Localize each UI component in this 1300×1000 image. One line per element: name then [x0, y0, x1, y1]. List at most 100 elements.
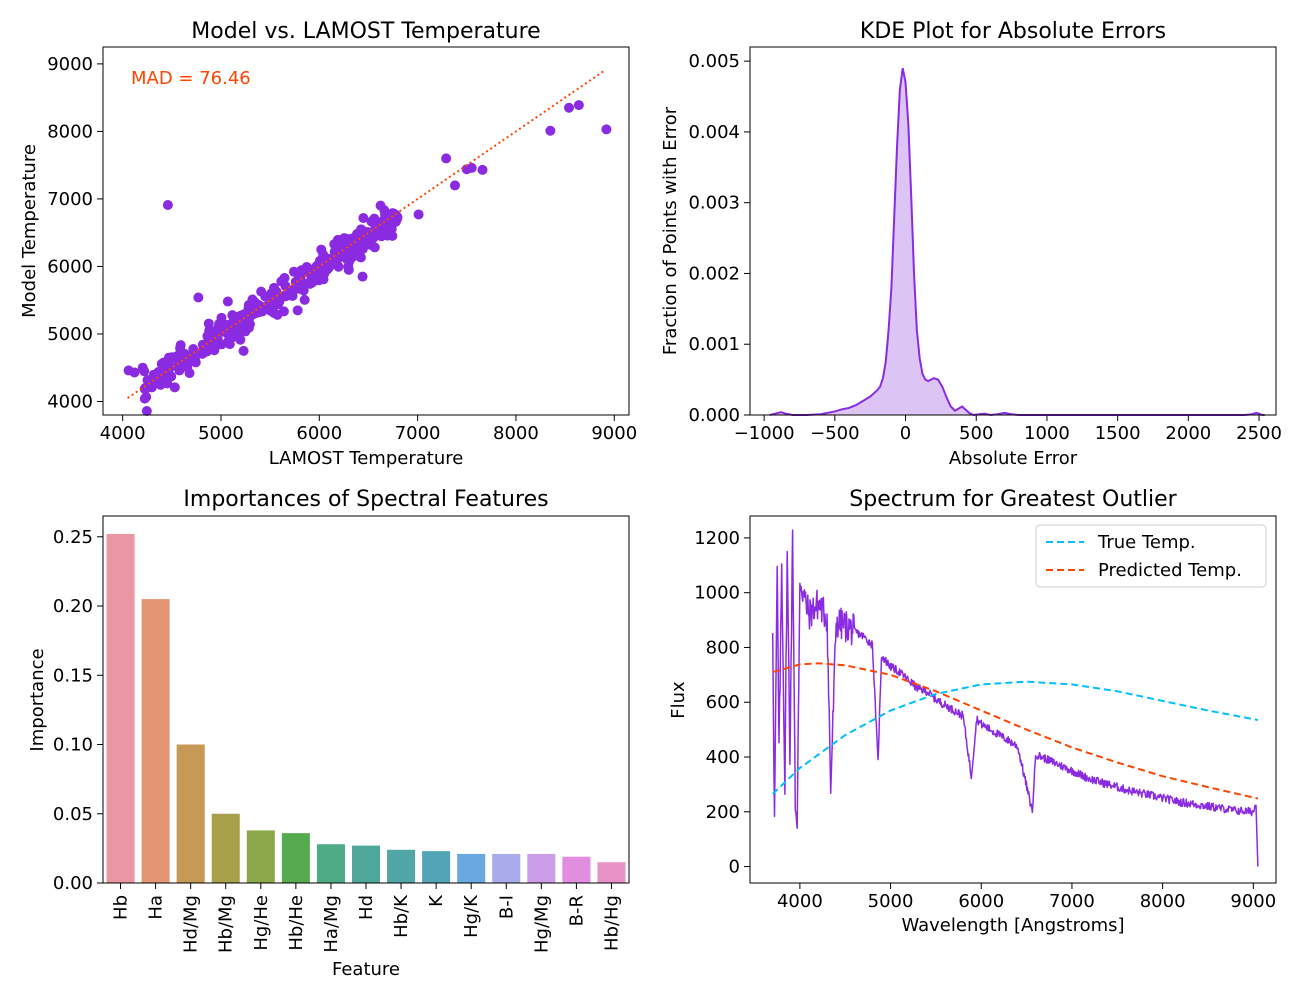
importance-y-tick-label: 0.15: [53, 665, 93, 686]
scatter-point: [306, 273, 317, 284]
true-temp-curve: [772, 680, 1259, 795]
scatter-point: [375, 200, 386, 211]
scatter-point: [291, 267, 302, 278]
importance-bar: [246, 830, 275, 883]
spectrum-y-tick-label: 200: [706, 802, 740, 823]
kde-x-tick-label: −500: [810, 423, 859, 444]
scatter-point: [299, 294, 310, 305]
kde-xlabel: Absolute Error: [949, 448, 1078, 469]
kde-area-fill: [769, 68, 1265, 415]
legend-label: Predicted Temp.: [1098, 560, 1242, 581]
kde-x-tick-label: 1000: [1024, 423, 1070, 444]
kde-y-tick-label: 0.001: [688, 334, 740, 355]
scatter-point: [278, 306, 289, 317]
scatter-point: [184, 368, 195, 379]
scatter-point: [190, 357, 201, 368]
observed-spectrum-line: [771, 529, 1259, 867]
scatter-x-tick-label: 5000: [198, 423, 244, 444]
importance-x-tick-label: Ha/Mg: [321, 895, 342, 953]
importance-x-tick-label: Hg/K: [461, 894, 482, 938]
scatter-point: [349, 237, 360, 248]
importance-y-tick-label: 0.05: [53, 804, 93, 825]
scatter-ylabel: Model Temperature: [19, 144, 40, 318]
kde-y-tick-label: 0.004: [688, 122, 740, 143]
scatter-point: [357, 271, 368, 282]
spectrum-x-tick-label: 6000: [958, 891, 1004, 912]
scatter-point: [372, 228, 383, 239]
kde-x-tick-label: 2000: [1165, 423, 1211, 444]
spectrum-plot-area: 4000 5000 6000 7000 8000 9000 0 200 400 600 800 100…: [694, 528, 1276, 912]
scatter-point: [564, 102, 575, 113]
importance-bar: [597, 862, 626, 883]
spectrum-y-tick-label: 600: [706, 692, 740, 713]
spectrum-xlabel: Wavelength [Angstroms]: [901, 915, 1124, 936]
importance-panel: Importances of Spectral Features Feature…: [27, 487, 630, 980]
scatter-point: [303, 263, 314, 274]
scatter-point: [229, 327, 240, 338]
scatter-point: [141, 405, 152, 416]
scatter-point: [238, 345, 249, 356]
scatter-point: [315, 270, 326, 281]
scatter-point: [188, 344, 199, 355]
identity-reference-line: [127, 69, 605, 399]
spectrum-legend: True Temp. Predicted Temp.: [1035, 524, 1267, 588]
scatter-point: [441, 153, 452, 164]
scatter-point: [337, 235, 348, 246]
importance-bar: [351, 845, 381, 883]
scatter-title: Model vs. LAMOST Temperature: [191, 19, 540, 44]
importance-x-tick-label: Ha: [146, 895, 167, 920]
spectrum-x-tick-label: 8000: [1140, 891, 1186, 912]
scatter-point: [296, 283, 307, 294]
scatter-point: [137, 362, 148, 373]
importance-axes-frame: [102, 515, 630, 884]
spectrum-x-tick-label: 5000: [868, 891, 914, 912]
scatter-x-tick-label: 8000: [493, 423, 539, 444]
scatter-xlabel: LAMOST Temperature: [269, 448, 464, 469]
scatter-point: [276, 276, 287, 287]
importance-bar: [316, 844, 345, 883]
scatter-point: [182, 358, 193, 369]
scatter-point: [573, 100, 584, 111]
scatter-y-tick-label: 7000: [47, 189, 93, 210]
scatter-point: [193, 292, 204, 303]
scatter-point: [247, 294, 258, 305]
scatter-point: [129, 367, 140, 378]
spectrum-title: Spectrum for Greatest Outlier: [849, 487, 1177, 512]
scatter-axes-frame: [102, 46, 630, 416]
kde-curve: [769, 68, 1265, 417]
scatter-y-tick-label: 8000: [47, 121, 93, 142]
importance-bar: [492, 853, 521, 883]
mad-annotation: MAD = 76.46: [131, 68, 251, 89]
scatter-x-tick-label: 9000: [591, 423, 637, 444]
scatter-y-tick-label: 9000: [47, 54, 93, 75]
spectrum-ylabel: Flux: [668, 681, 689, 719]
importance-y-tick-label: 0.00: [53, 873, 93, 894]
scatter-point: [207, 328, 218, 339]
scatter-point: [222, 296, 233, 307]
importance-bar: [527, 853, 556, 883]
kde-x-tick-label: 1500: [1095, 423, 1141, 444]
scatter-point: [250, 306, 261, 317]
scatter-y-tick-label: 5000: [47, 324, 93, 345]
spectrum-x-tick-label: 9000: [1230, 891, 1276, 912]
importance-plot-area: 0.00 0.05 0.10 0.15 0.20 0.25 Hb Ha Hd/Mg Hb/Mg Hg…: [53, 527, 626, 953]
importance-x-tick-label: Hd: [356, 895, 377, 920]
scatter-point: [224, 339, 235, 350]
scatter-point: [477, 164, 488, 175]
scatter-point: [358, 213, 369, 224]
scatter-point: [601, 124, 612, 135]
scatter-point: [163, 352, 174, 363]
importance-bar: [106, 534, 135, 883]
kde-x-tick-label: −1000: [734, 423, 795, 444]
importance-x-tick-label: Hg/He: [251, 895, 272, 951]
scatter-panel: Model vs. LAMOST Temperature LAMOST Temp…: [19, 19, 637, 469]
scatter-point: [449, 180, 460, 191]
scatter-point: [216, 312, 227, 323]
spectrum-y-tick-label: 1200: [694, 528, 740, 549]
scatter-plot-area: 4000 5000 6000 7000 8000 9000 4000 5000 6000 7000…: [47, 54, 637, 444]
scatter-point: [172, 350, 183, 361]
importance-x-tick-label: Hb: [111, 895, 132, 920]
scatter-point: [174, 365, 185, 376]
scatter-x-tick-label: 4000: [100, 423, 146, 444]
scatter-point: [313, 261, 324, 272]
